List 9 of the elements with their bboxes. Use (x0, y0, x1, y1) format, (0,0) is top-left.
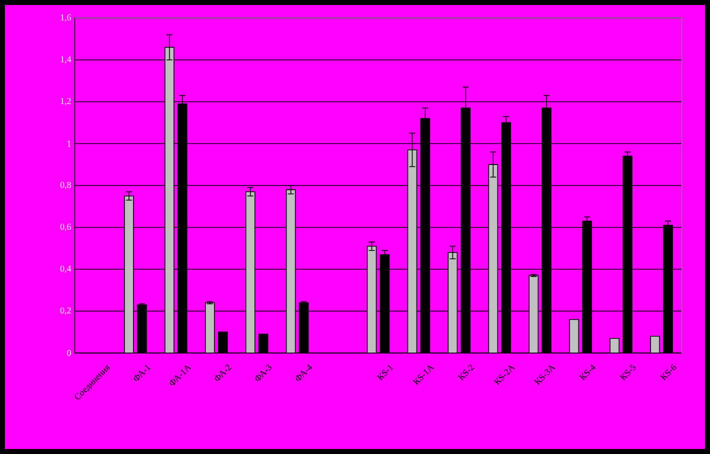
y-tick-label: 1 (68, 140, 71, 147)
y-tick-label: 1,2 (60, 98, 71, 106)
y-tick-label: 0 (67, 350, 71, 356)
y-tick-label: 0,6 (60, 224, 71, 232)
y-tick-label: 0,8 (60, 182, 71, 190)
y-tick-label: 0,2 (60, 307, 71, 315)
y-tick-label: 1,4 (60, 56, 72, 64)
y-tick-label: 0,4 (60, 266, 72, 273)
y-tick-label: 1,6 (60, 14, 71, 22)
